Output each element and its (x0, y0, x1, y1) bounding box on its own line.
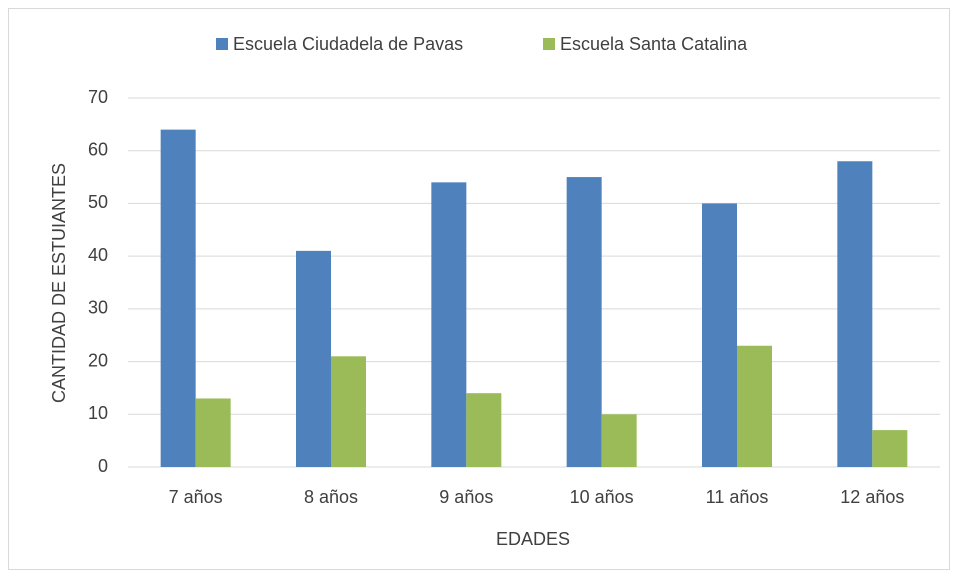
y-tick-label: 40 (88, 245, 108, 265)
y-tick-label: 60 (88, 139, 108, 159)
x-tick-label: 8 años (304, 487, 358, 507)
y-tick-label: 10 (88, 403, 108, 423)
y-tick-label: 70 (88, 87, 108, 107)
legend-swatch (216, 38, 228, 50)
y-tick-label: 30 (88, 298, 108, 318)
chart-border (8, 8, 950, 570)
bar (702, 203, 737, 467)
bar (837, 161, 873, 467)
legend-label: Escuela Ciudadela de Pavas (233, 34, 463, 54)
bar (296, 250, 331, 467)
y-tick-label: 0 (98, 456, 108, 476)
y-tick-label: 20 (88, 350, 108, 370)
legend-label: Escuela Santa Catalina (560, 34, 748, 54)
y-tick-label: 50 (88, 192, 108, 212)
x-tick-label: 9 años (439, 487, 493, 507)
y-axis-title: CANTIDAD DE ESTUIANTES (49, 163, 69, 403)
bar (160, 129, 196, 467)
bar (601, 414, 637, 467)
x-tick-label: 10 años (570, 487, 634, 507)
bar (195, 398, 231, 467)
bar (431, 182, 467, 468)
bar (872, 430, 908, 467)
legend-swatch (543, 38, 555, 50)
x-axis-title: EDADES (496, 529, 570, 549)
x-tick-label: 12 años (840, 487, 904, 507)
bar (566, 177, 602, 468)
bar (737, 345, 772, 467)
bar (331, 356, 366, 467)
bar (466, 393, 502, 467)
x-tick-label: 7 años (169, 487, 223, 507)
x-tick-label: 11 años (706, 487, 769, 507)
